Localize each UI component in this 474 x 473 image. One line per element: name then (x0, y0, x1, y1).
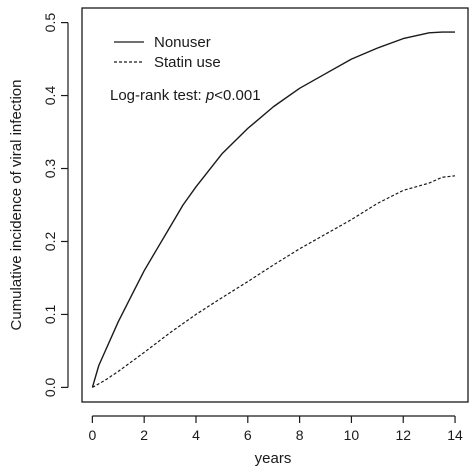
x-tick-label: 8 (296, 427, 304, 443)
y-tick-label: 0.3 (42, 159, 58, 179)
plot-frame (81, 7, 469, 403)
y-tick-label: 0.0 (42, 377, 58, 397)
y-tick-label: 0.5 (42, 13, 58, 33)
annotation-p-value: <0.001 (214, 87, 260, 104)
x-axis-title: years (255, 450, 292, 467)
series-layer (91, 31, 456, 388)
annotation-p-symbol: p (205, 87, 214, 104)
x-tick-label: 4 (192, 427, 200, 443)
x-tick-label: 2 (140, 427, 148, 443)
series-line-statin-use (92, 175, 456, 388)
log-rank-annotation: Log-rank test: p<0.001 (110, 87, 261, 104)
x-tick-label: 0 (88, 427, 96, 443)
x-tick-label: 12 (395, 427, 411, 443)
series-line-nonuser (91, 31, 455, 388)
x-axis: 0 2 4 6 8 10 12 14 (88, 415, 463, 443)
y-tick-label: 0.4 (42, 86, 58, 106)
x-tick-label: 14 (447, 427, 463, 443)
legend-label-statin-use: Statin use (154, 54, 221, 71)
y-axis: 0.0 0.1 0.2 0.3 0.4 0.5 (42, 13, 69, 397)
x-tick-label: 10 (344, 427, 360, 443)
annotation-prefix: Log-rank test: (110, 87, 206, 104)
y-tick-label: 0.1 (42, 305, 58, 325)
x-tick-label: 6 (244, 427, 252, 443)
y-tick-label: 0.2 (42, 232, 58, 252)
legend: Nonuser Statin use (114, 34, 221, 71)
legend-label-nonuser: Nonuser (154, 34, 211, 51)
y-axis-title: Cumulative incidence of viral infection (8, 80, 25, 331)
